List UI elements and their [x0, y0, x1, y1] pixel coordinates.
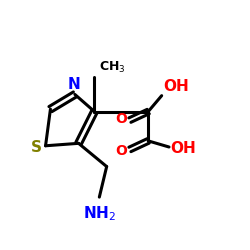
Text: N: N	[67, 78, 80, 92]
Text: CH$_3$: CH$_3$	[99, 60, 126, 75]
Text: O: O	[116, 112, 128, 126]
Text: O: O	[116, 144, 128, 158]
Text: S: S	[31, 140, 42, 154]
Text: NH$_2$: NH$_2$	[83, 204, 116, 223]
Text: OH: OH	[163, 80, 189, 94]
Text: OH: OH	[170, 141, 196, 156]
